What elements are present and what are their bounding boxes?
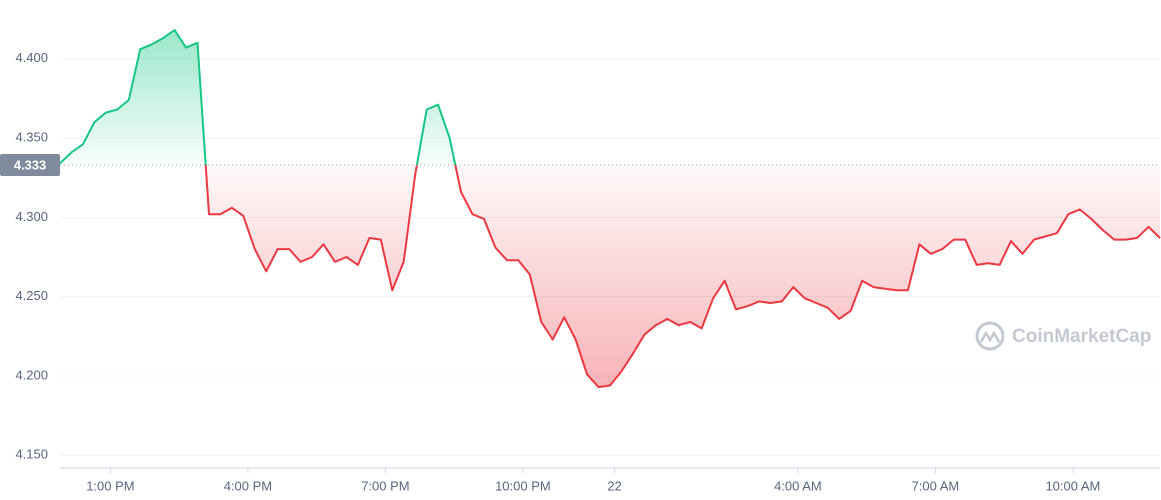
price-line <box>59 29 1161 389</box>
watermark: CoinMarketCap <box>975 321 1151 351</box>
watermark-text: CoinMarketCap <box>1012 326 1151 347</box>
y-tick-label: 4.400 <box>15 50 48 65</box>
y-tick-label: 4.250 <box>15 288 48 303</box>
x-tick-label: 4:00 PM <box>224 478 272 493</box>
x-tick-label: 10:00 PM <box>495 478 551 493</box>
y-tick-label: 4.200 <box>15 367 48 382</box>
y-tick-label: 4.300 <box>15 209 48 224</box>
x-tick-label: 10:00 AM <box>1045 478 1100 493</box>
x-tick-label: 4:00 AM <box>774 478 822 493</box>
y-tick-label: 4.350 <box>15 129 48 144</box>
reference-label: 4.333 <box>14 157 47 172</box>
price-area <box>60 30 1160 388</box>
x-tick-label: 22 <box>607 478 621 493</box>
x-tick-label: 7:00 PM <box>361 478 409 493</box>
x-tick-label: 1:00 PM <box>86 478 134 493</box>
x-tick-label: 7:00 AM <box>912 478 960 493</box>
reference-badge <box>0 153 60 176</box>
y-tick-label: 4.150 <box>15 447 48 462</box>
